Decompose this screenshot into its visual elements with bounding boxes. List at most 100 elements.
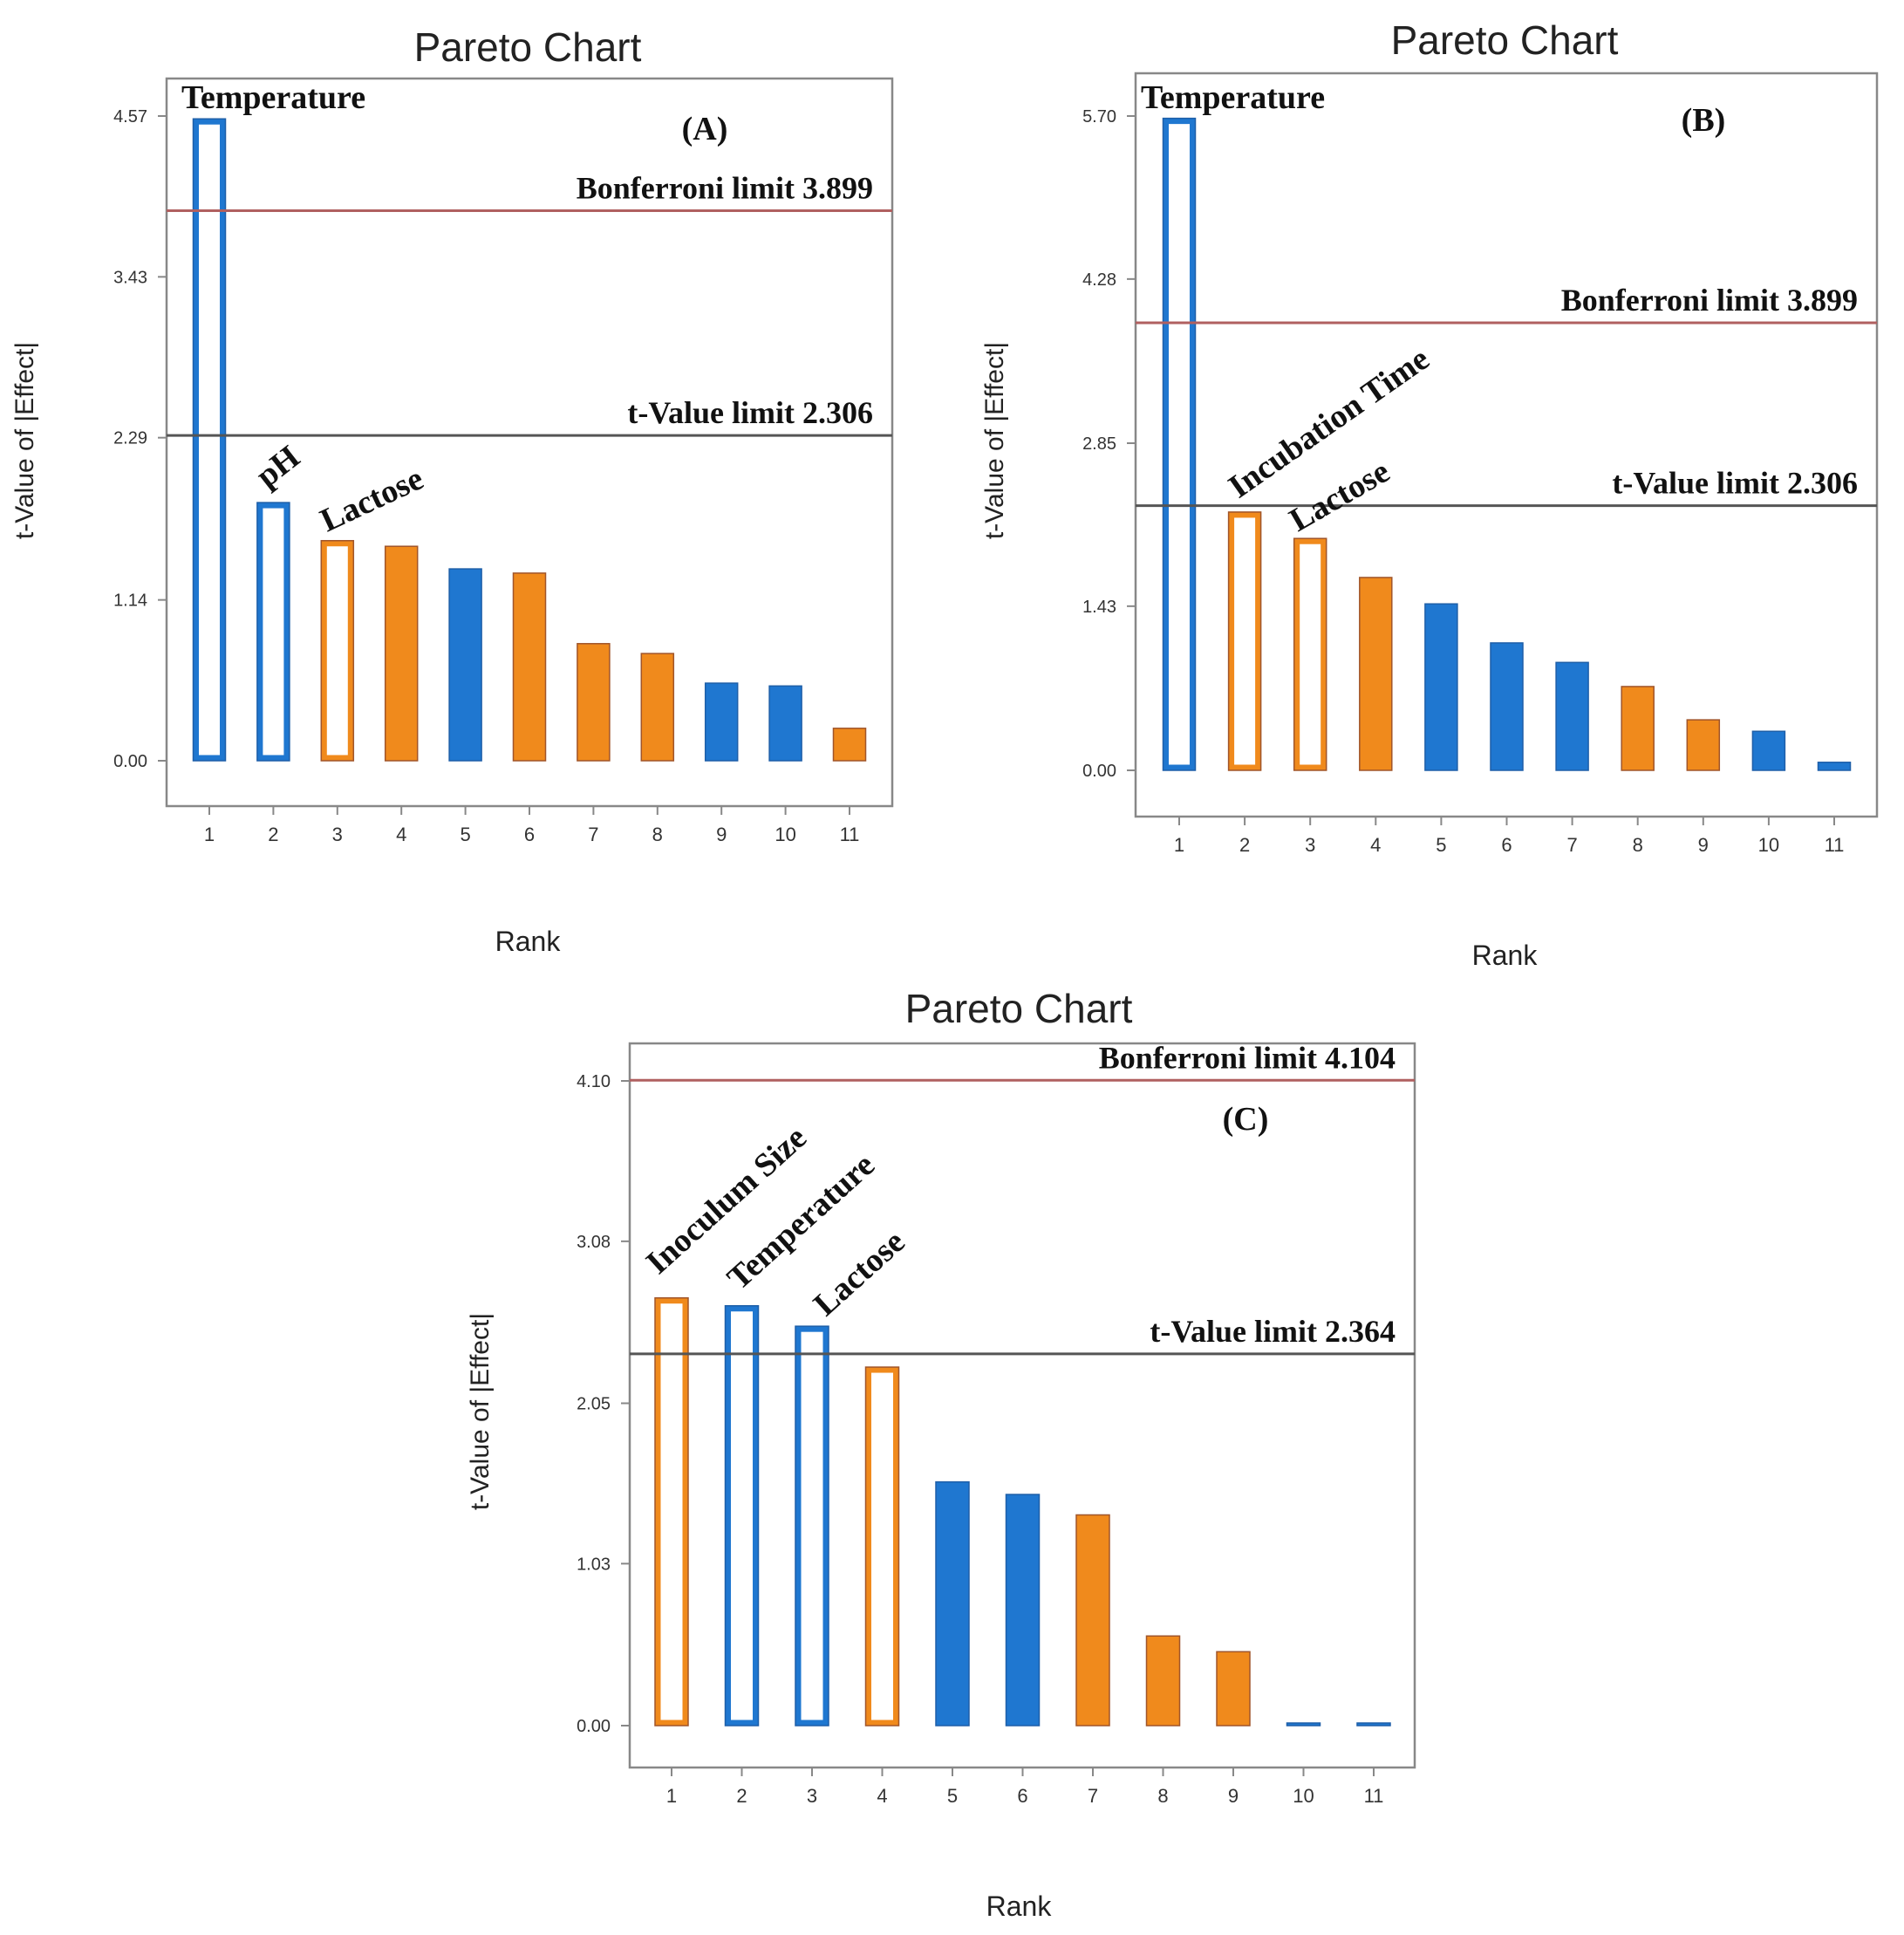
bar-annotation: Temperature bbox=[181, 79, 365, 116]
x-tick-label: 5 bbox=[1436, 834, 1446, 856]
bar bbox=[577, 643, 611, 762]
bar-annotation: Temperature bbox=[1141, 79, 1325, 116]
x-tick-label: 3 bbox=[332, 824, 343, 845]
x-tick-label: 1 bbox=[666, 1785, 677, 1807]
panel-label: (A) bbox=[682, 111, 728, 147]
x-tick-label: 11 bbox=[1364, 1785, 1384, 1807]
chart-title: Pareto Chart bbox=[905, 986, 1133, 1031]
y-tick-label: 3.43 bbox=[113, 268, 147, 287]
x-axis-label: Rank bbox=[986, 1891, 1053, 1922]
y-tick-label: 2.29 bbox=[113, 429, 147, 448]
x-tick-label: 5 bbox=[460, 824, 470, 845]
bar bbox=[1686, 719, 1721, 771]
bar bbox=[1228, 511, 1262, 771]
bar bbox=[795, 1325, 829, 1726]
bar bbox=[384, 545, 419, 762]
bar bbox=[640, 653, 675, 762]
x-tick-label: 7 bbox=[1566, 834, 1577, 856]
bar bbox=[1163, 118, 1196, 771]
x-axis-label: Rank bbox=[495, 926, 562, 957]
y-tick-label: 2.05 bbox=[577, 1395, 611, 1414]
t-value-label: t-Value limit 2.364 bbox=[1150, 1314, 1396, 1349]
bar bbox=[193, 118, 226, 762]
bar bbox=[1075, 1514, 1110, 1726]
y-tick-label: 1.14 bbox=[113, 591, 147, 611]
bar bbox=[1216, 1651, 1251, 1726]
bar bbox=[1356, 1722, 1391, 1726]
x-tick-label: 9 bbox=[716, 824, 727, 845]
y-tick-label: 4.10 bbox=[577, 1072, 611, 1091]
x-tick-label: 10 bbox=[1758, 834, 1779, 856]
x-tick-label: 4 bbox=[1370, 834, 1381, 856]
bar bbox=[1817, 762, 1852, 771]
panel-label: (B) bbox=[1682, 102, 1726, 139]
bar bbox=[832, 728, 867, 762]
bar bbox=[256, 502, 290, 762]
bar-annotation: Lactose bbox=[807, 1223, 912, 1323]
x-tick-label: 10 bbox=[1293, 1785, 1314, 1807]
bar-outline bbox=[1227, 511, 1262, 771]
x-tick-label: 9 bbox=[1228, 1785, 1239, 1807]
bonferroni-label: Bonferroni limit 3.899 bbox=[577, 171, 873, 206]
bar bbox=[320, 540, 354, 762]
y-tick-label: 0.00 bbox=[577, 1717, 611, 1736]
bar bbox=[725, 1305, 759, 1726]
t-value-label: t-Value limit 2.306 bbox=[1612, 466, 1858, 501]
x-tick-label: 10 bbox=[775, 824, 795, 845]
x-tick-label: 4 bbox=[877, 1785, 887, 1807]
bar-outline bbox=[256, 502, 290, 762]
y-tick-label: 0.00 bbox=[1082, 762, 1116, 781]
x-tick-label: 2 bbox=[268, 824, 278, 845]
x-tick-label: 2 bbox=[736, 1785, 747, 1807]
bar-outline bbox=[1162, 117, 1197, 771]
x-tick-label: 5 bbox=[947, 1785, 958, 1807]
bonferroni-label: Bonferroni limit 4.104 bbox=[1099, 1040, 1396, 1075]
panel-label: (C) bbox=[1223, 1101, 1269, 1138]
bar bbox=[1293, 537, 1327, 771]
x-tick-label: 4 bbox=[396, 824, 406, 845]
bar bbox=[1424, 603, 1458, 771]
bar bbox=[935, 1480, 970, 1726]
bar-annotation: Lactose bbox=[1284, 453, 1396, 539]
x-tick-label: 8 bbox=[1157, 1785, 1168, 1807]
x-tick-label: 11 bbox=[840, 824, 860, 845]
y-tick-label: 3.08 bbox=[577, 1233, 611, 1252]
x-tick-label: 6 bbox=[1501, 834, 1512, 856]
x-tick-label: 6 bbox=[1017, 1785, 1027, 1807]
t-value-label: t-Value limit 2.306 bbox=[627, 395, 873, 430]
bar-outline bbox=[654, 1296, 689, 1726]
y-tick-label: 2.85 bbox=[1082, 434, 1116, 454]
x-tick-label: 1 bbox=[204, 824, 215, 845]
bar bbox=[448, 568, 482, 762]
bar bbox=[865, 1366, 899, 1726]
bar bbox=[1286, 1722, 1321, 1726]
x-tick-label: 7 bbox=[588, 824, 598, 845]
chart-panel-2: Pareto Chart 0.00 1.43 2.85 4.28 5.70 t-Value … bbox=[980, 17, 1879, 971]
bar-annotation: Lactose bbox=[315, 460, 429, 539]
chart-title: Pareto Chart bbox=[1391, 17, 1619, 63]
bar-outline bbox=[724, 1304, 760, 1726]
x-tick-label: 9 bbox=[1698, 834, 1709, 856]
bar bbox=[768, 685, 802, 762]
bar bbox=[704, 682, 739, 762]
bar-outline bbox=[864, 1366, 900, 1726]
chart-title: Pareto Chart bbox=[414, 24, 642, 70]
x-tick-label: 3 bbox=[1305, 834, 1315, 856]
bar-outline bbox=[795, 1325, 829, 1726]
x-tick-label: 7 bbox=[1088, 1785, 1098, 1807]
bar-outline bbox=[320, 539, 355, 762]
x-axis-label: Rank bbox=[1472, 940, 1539, 971]
y-axis-label: t-Value of |Effect| bbox=[466, 1313, 495, 1510]
bar bbox=[654, 1297, 689, 1726]
bar bbox=[1555, 661, 1589, 771]
bar bbox=[1145, 1635, 1181, 1726]
y-tick-label: 0.00 bbox=[113, 752, 147, 771]
y-tick-label: 4.57 bbox=[113, 107, 147, 126]
bar-outline bbox=[1293, 537, 1327, 771]
x-tick-label: 8 bbox=[1633, 834, 1643, 856]
bar bbox=[512, 572, 547, 762]
bar bbox=[1359, 577, 1393, 771]
y-tick-label: 1.03 bbox=[577, 1555, 611, 1574]
y-tick-label: 1.43 bbox=[1082, 598, 1116, 617]
